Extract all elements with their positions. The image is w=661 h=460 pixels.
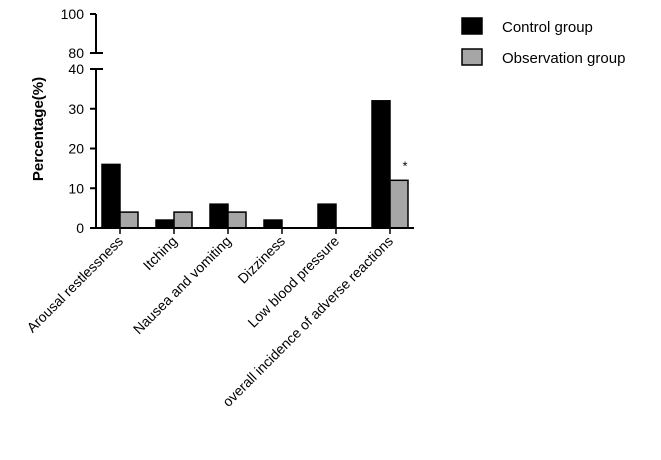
- y-tick-label: 40: [68, 61, 84, 77]
- bar-control: [209, 203, 229, 229]
- x-category-label: Low blood pressure: [244, 233, 342, 331]
- x-category-label: Nausea and vomiting: [130, 233, 234, 337]
- bar-control: [371, 100, 391, 229]
- bar-observation: [119, 211, 139, 229]
- y-tick-label: 10: [68, 180, 84, 196]
- x-category-label: Itching: [140, 233, 180, 273]
- legend-swatch: [461, 48, 483, 66]
- x-category-label: Dizziness: [234, 233, 288, 287]
- bar-control: [101, 163, 121, 229]
- bars: [96, 100, 414, 234]
- y-tick-label: 0: [76, 220, 84, 236]
- legend-swatch: [461, 17, 483, 35]
- legend-label: Observation group: [502, 50, 625, 67]
- bar-observation: [173, 211, 193, 229]
- bar-observation: [227, 211, 247, 229]
- significance-annotation: *: [402, 158, 407, 173]
- legend: Control group Observation group: [461, 17, 625, 67]
- bar-control: [317, 203, 337, 229]
- annotations: *: [402, 158, 407, 173]
- y-axis-label: Percentage(%): [30, 77, 47, 181]
- bar-control: [155, 219, 175, 229]
- y-tick-label: 30: [68, 101, 84, 117]
- bar-control: [263, 219, 283, 229]
- legend-label: Control group: [502, 19, 593, 36]
- y-tick-label: 100: [61, 6, 85, 22]
- x-category-label: Arousal restlessness: [23, 233, 126, 336]
- y-tick-label: 80: [68, 45, 84, 61]
- y-tick-label: 20: [68, 141, 84, 157]
- bar-observation: [389, 179, 409, 229]
